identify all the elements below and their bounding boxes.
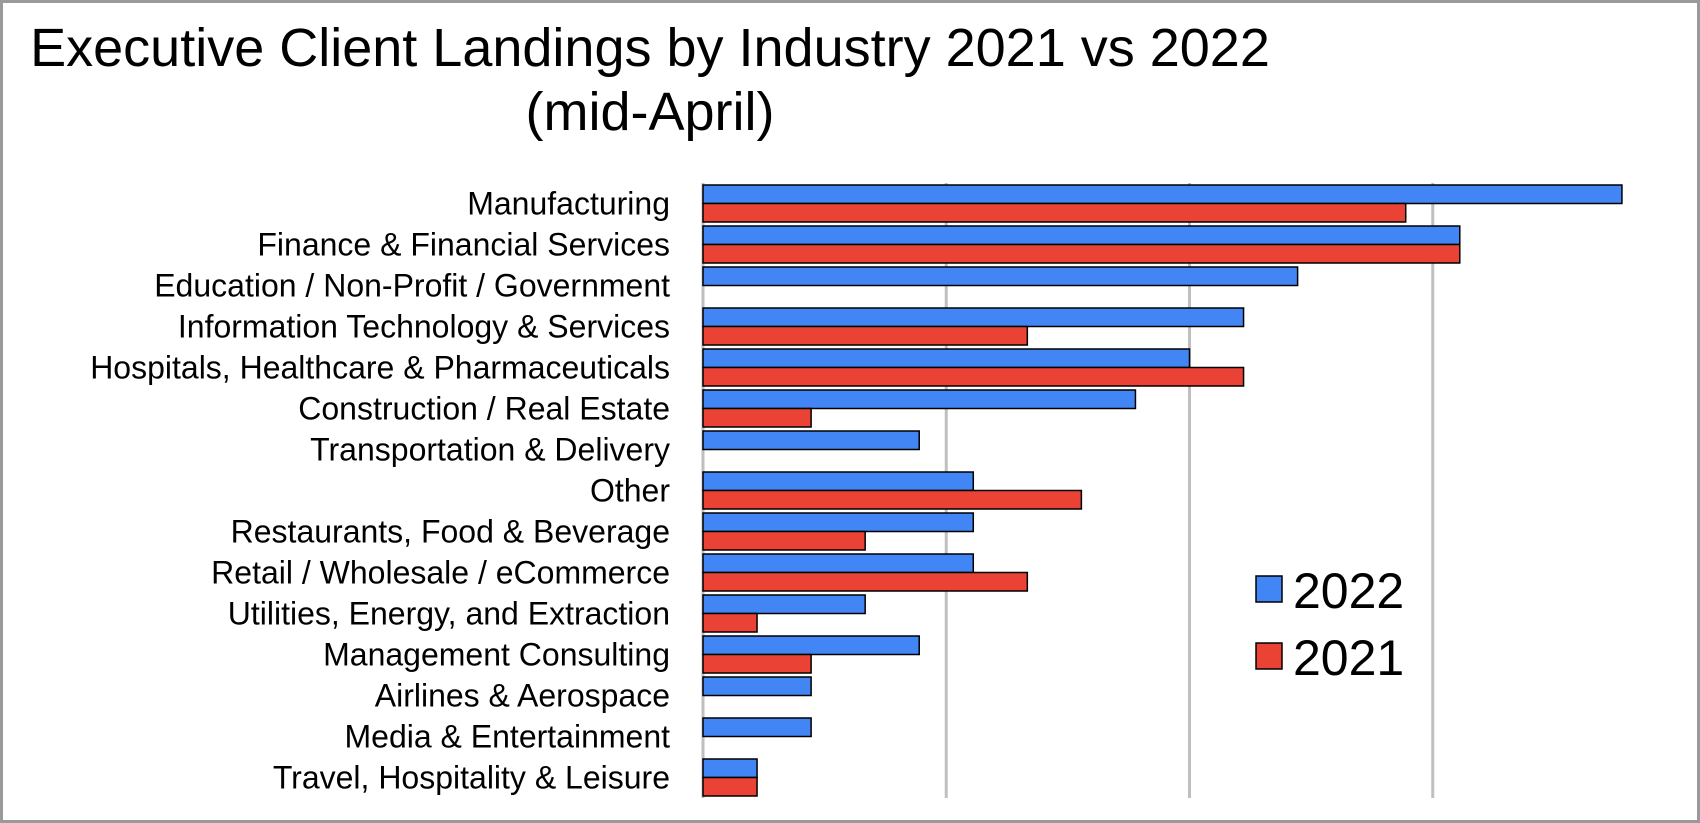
bar-2022-14 (702, 717, 812, 738)
chart-title: Executive Client Landings by Industry 20… (30, 18, 1270, 142)
category-label: Finance & Financial Services (257, 227, 670, 263)
bars (702, 184, 1623, 797)
bar-2021-11 (702, 612, 758, 633)
legend-swatch-2022 (1255, 575, 1283, 603)
category-label: Retail / Wholesale / eCommerce (211, 555, 670, 591)
bar-2022-9 (702, 512, 975, 533)
bar-2022-7 (702, 430, 920, 451)
bar-2022-1 (702, 184, 1623, 205)
bar-2022-15 (702, 758, 758, 779)
category-label: Restaurants, Food & Beverage (231, 514, 670, 550)
bar-2022-10 (702, 553, 975, 574)
category-label: Media & Entertainment (345, 719, 671, 755)
category-label: Travel, Hospitality & Leisure (273, 760, 670, 796)
bar-2021-1 (702, 202, 1407, 223)
bar-2022-12 (702, 635, 920, 656)
bar-2021-5 (702, 366, 1245, 387)
bar-2021-12 (702, 653, 812, 674)
category-label: Management Consulting (323, 637, 670, 673)
bar-2021-2 (702, 243, 1461, 264)
bar-2021-9 (702, 530, 866, 551)
bar-2021-6 (702, 407, 812, 428)
bar-2022-4 (702, 307, 1245, 328)
bar-2021-15 (702, 776, 758, 797)
bar-2022-5 (702, 348, 1191, 369)
category-label: Other (590, 473, 670, 509)
bar-2022-3 (702, 266, 1299, 287)
legend: 2022 2021 (1255, 563, 1404, 686)
category-label: Transportation & Delivery (310, 432, 670, 468)
bar-2021-4 (702, 325, 1029, 346)
category-label: Manufacturing (467, 186, 670, 222)
category-label: Hospitals, Healthcare & Pharmaceuticals (90, 350, 670, 386)
legend-label-2022: 2022 (1293, 563, 1404, 619)
category-label: Airlines & Aerospace (375, 678, 670, 714)
category-label: Information Technology & Services (178, 309, 670, 345)
bar-2022-8 (702, 471, 975, 492)
category-label: Construction / Real Estate (298, 391, 670, 427)
legend-label-2021: 2021 (1293, 630, 1404, 686)
bar-2021-8 (702, 489, 1083, 510)
legend-swatch-2021 (1255, 642, 1283, 670)
bar-2021-10 (702, 571, 1029, 592)
bar-2022-6 (702, 389, 1137, 410)
category-label: Education / Non-Profit / Government (154, 268, 670, 304)
category-labels: Manufacturing Finance & Financial Service… (90, 186, 670, 796)
bar-2022-13 (702, 676, 812, 697)
category-label: Utilities, Energy, and Extraction (228, 596, 670, 632)
bar-2022-11 (702, 594, 866, 615)
bar-2022-2 (702, 225, 1461, 246)
